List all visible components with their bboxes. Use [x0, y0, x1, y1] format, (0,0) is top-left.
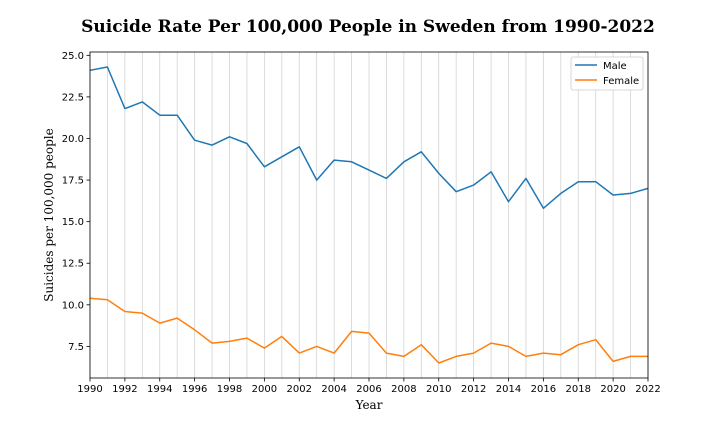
x-tick-label-1992: 1992: [112, 384, 137, 395]
x-tick-label-2000: 2000: [252, 384, 277, 395]
x-tick-label-2004: 2004: [321, 384, 346, 395]
legend-label-female: Female: [603, 76, 639, 87]
x-tick-label-2018: 2018: [566, 384, 591, 395]
x-tick-label-2014: 2014: [496, 384, 521, 395]
y-tick-label-15: 15.0: [62, 217, 84, 228]
y-tick-label-10: 10.0: [62, 300, 84, 311]
x-tick-label-2008: 2008: [391, 384, 416, 395]
y-tick-label-20: 20.0: [62, 134, 84, 145]
x-tick-label-2006: 2006: [356, 384, 381, 395]
y-tick-label-17.5: 17.5: [62, 176, 84, 187]
y-tick-label-7.5: 7.5: [68, 342, 84, 353]
y-axis: 7.5 10.0 12.5 15.0 17.5 20.0 22.5 25.0: [62, 51, 90, 353]
chart-title: Suicide Rate Per 100,000 People in Swede…: [81, 17, 655, 37]
x-tick-label-2022: 2022: [635, 384, 660, 395]
x-tick-label-1994: 1994: [147, 384, 172, 395]
x-tick-label-1998: 1998: [217, 384, 242, 395]
x-tick-label-2020: 2020: [600, 384, 625, 395]
y-tick-label-22.5: 22.5: [62, 92, 84, 103]
series-line-female: [89, 297, 648, 364]
x-tick-label-2012: 2012: [461, 384, 486, 395]
x-axis-label: Year: [355, 398, 383, 412]
x-tick-label-2010: 2010: [426, 384, 451, 395]
y-axis-label: Suicides per 100,000 people: [42, 128, 56, 302]
series-line-male: [89, 66, 649, 210]
grid-lines: [89, 52, 649, 378]
x-tick-label-1990: 1990: [77, 384, 102, 395]
legend: Male Female: [570, 56, 644, 91]
y-tick-label-25: 25.0: [62, 51, 84, 62]
x-axis: 1990 1992 1994 1996 1998 2000 2002 2004 2006 2008…: [77, 378, 661, 395]
legend-label-male: Male: [603, 61, 627, 72]
x-tick-label-2002: 2002: [287, 384, 312, 395]
x-tick-label-1996: 1996: [182, 384, 207, 395]
x-tick-label-2016: 2016: [531, 384, 556, 395]
y-tick-label-12.5: 12.5: [62, 259, 84, 270]
series-lines: [89, 66, 649, 364]
